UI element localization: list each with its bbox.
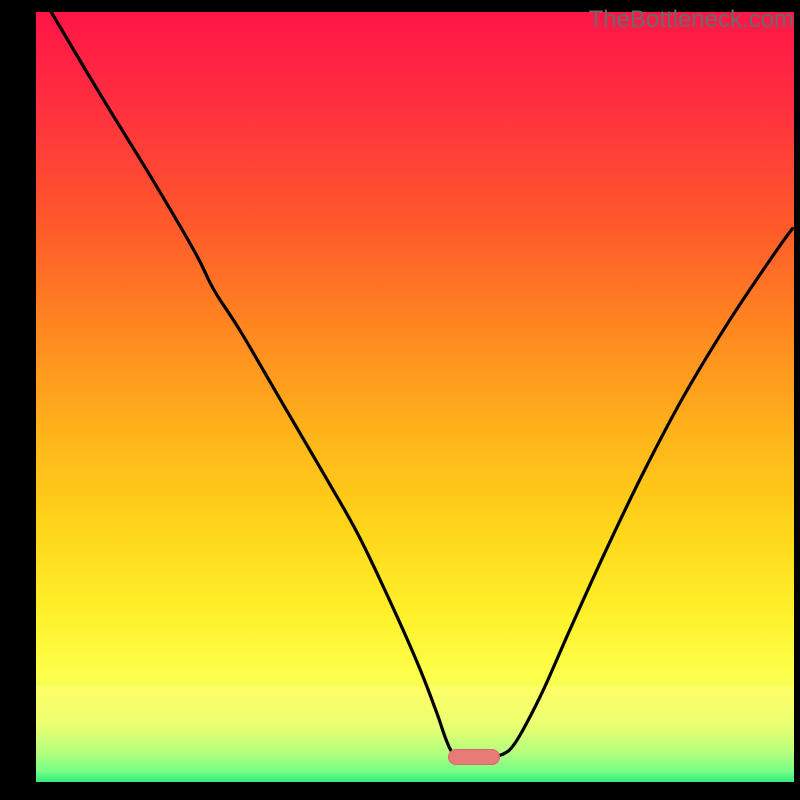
chart-green-band xyxy=(36,686,794,782)
chart-background xyxy=(36,12,794,782)
bottleneck-marker xyxy=(448,749,500,765)
bottom-black-strip xyxy=(0,782,800,800)
watermark-text: TheBottleneck.com xyxy=(589,6,794,34)
